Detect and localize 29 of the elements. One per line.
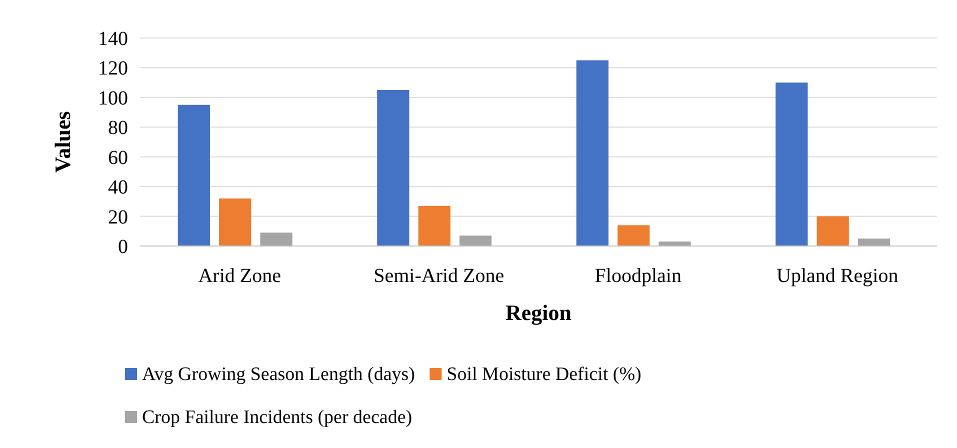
bar <box>219 198 252 246</box>
bar <box>858 238 890 246</box>
bar <box>459 236 492 246</box>
y-tick-label: 60 <box>108 146 128 169</box>
legend-label: Avg Growing Season Length (days) <box>142 364 415 385</box>
x-tick-label: Arid Zone <box>198 265 282 287</box>
bar <box>178 104 210 246</box>
x-tick-label: Upland Region <box>776 265 898 287</box>
y-tick-label: 140 <box>98 28 128 50</box>
bar <box>658 242 691 246</box>
y-tick-label: 20 <box>108 206 128 228</box>
bar <box>377 90 410 246</box>
y-axis-title: Values <box>50 110 75 173</box>
x-tick-label: Floodplain <box>594 265 682 287</box>
y-tick-label: 100 <box>98 87 128 110</box>
x-axis-title: Region <box>506 300 572 325</box>
bar <box>260 232 292 246</box>
bar <box>418 206 450 246</box>
legend-label: Soil Moisture Deficit (%) <box>446 364 642 385</box>
y-tick-label: 120 <box>98 58 128 80</box>
bar <box>816 216 849 246</box>
bar <box>776 82 808 246</box>
legend-label: Crop Failure Incidents (per decade) <box>142 407 412 428</box>
y-tick-label: 40 <box>108 176 128 199</box>
y-tick-label: 0 <box>118 236 128 258</box>
x-tick-label: Semi-Arid Zone <box>374 265 504 287</box>
bar <box>618 225 650 246</box>
y-tick-label: 80 <box>108 117 128 140</box>
bar <box>576 60 608 246</box>
